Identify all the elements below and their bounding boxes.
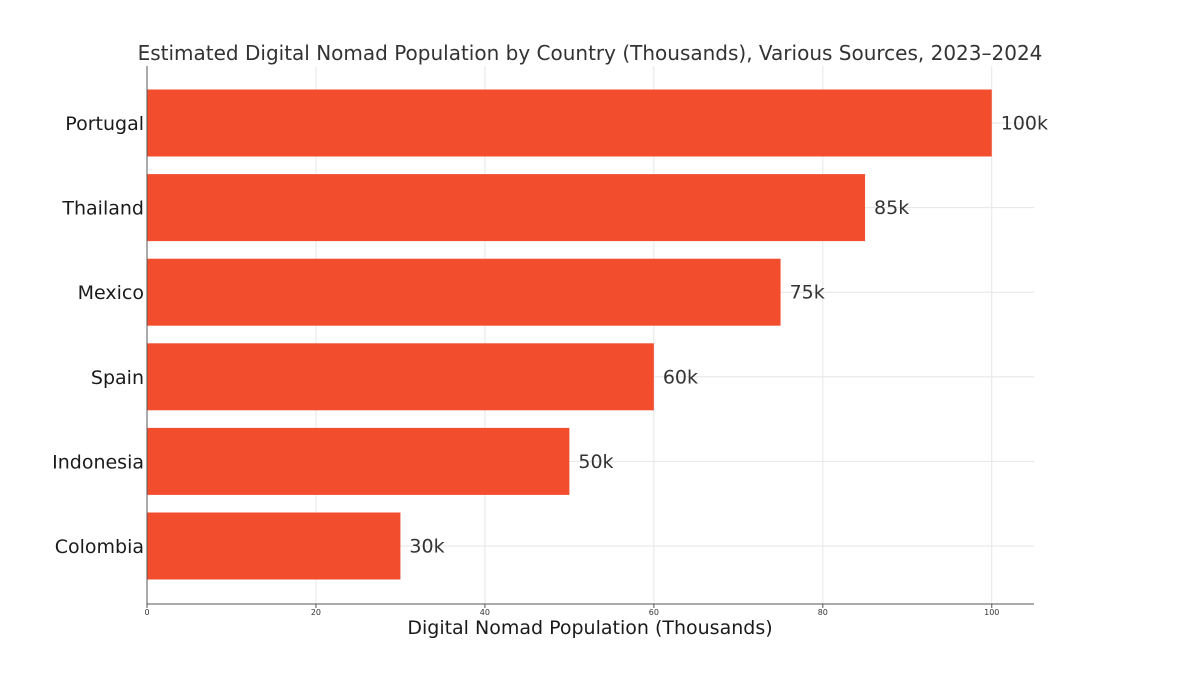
category-label-spain: Spain (91, 367, 144, 389)
data-label-spain: 60k (663, 366, 698, 388)
bars (147, 89, 992, 580)
category-labels: Portugal Thailand Mexico Spain Indonesia Colo… (52, 113, 144, 558)
x-tick-label: 60 (649, 608, 659, 617)
category-label-indonesia: Indonesia (52, 451, 144, 473)
chart-title: Estimated Digital Nomad Population by Co… (138, 41, 1043, 65)
data-label-thailand: 85k (874, 197, 909, 219)
x-tick-label: 80 (818, 608, 828, 617)
data-label-indonesia: 50k (578, 451, 613, 473)
category-label-thailand: Thailand (61, 198, 144, 220)
x-axis-label: Digital Nomad Population (Thousands) (407, 617, 772, 639)
bar-colombia (147, 512, 401, 580)
bar-spain (147, 343, 654, 411)
x-tick-label: 40 (480, 608, 490, 617)
x-ticks: 0 20 40 60 80 100 (144, 604, 999, 617)
category-label-colombia: Colombia (55, 536, 144, 558)
x-tick-label: 20 (311, 608, 321, 617)
data-label-portugal: 100k (1001, 113, 1048, 135)
data-label-mexico: 75k (790, 282, 825, 304)
bar-mexico (147, 258, 781, 326)
category-label-portugal: Portugal (65, 113, 144, 135)
bar-indonesia (147, 427, 570, 495)
bar-portugal (147, 89, 992, 157)
data-label-colombia: 30k (409, 536, 444, 558)
category-label-mexico: Mexico (78, 282, 144, 304)
x-tick-label: 0 (144, 608, 149, 617)
bar-thailand (147, 174, 866, 242)
x-tick-label: 100 (984, 608, 999, 617)
data-labels: 100k 85k 75k 60k 50k 30k (409, 113, 1048, 558)
